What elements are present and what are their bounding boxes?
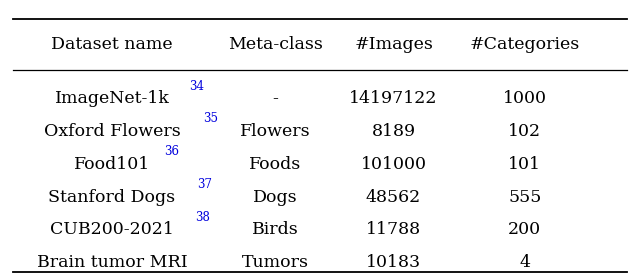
Text: #Categories: #Categories: [470, 36, 580, 53]
Text: Foods: Foods: [249, 156, 301, 173]
Text: 36: 36: [164, 145, 179, 158]
Text: 48562: 48562: [366, 188, 421, 206]
Text: 200: 200: [508, 221, 541, 239]
Text: 37: 37: [197, 178, 212, 191]
Text: Oxford Flowers: Oxford Flowers: [44, 123, 180, 140]
Text: Dataset name: Dataset name: [51, 36, 173, 53]
Text: 14197122: 14197122: [349, 90, 438, 107]
Text: Dogs: Dogs: [253, 188, 298, 206]
Text: Stanford Dogs: Stanford Dogs: [49, 188, 175, 206]
Text: 555: 555: [508, 188, 541, 206]
Text: 35: 35: [204, 113, 218, 125]
Text: Tumors: Tumors: [242, 254, 308, 271]
Text: 101: 101: [508, 156, 541, 173]
Text: Birds: Birds: [252, 221, 299, 239]
Text: 38: 38: [195, 211, 210, 224]
Text: 10183: 10183: [366, 254, 421, 271]
Text: Flowers: Flowers: [240, 123, 310, 140]
Text: 11788: 11788: [366, 221, 421, 239]
Text: 101000: 101000: [360, 156, 427, 173]
Text: ImageNet-1k: ImageNet-1k: [54, 90, 170, 107]
Text: 8189: 8189: [372, 123, 415, 140]
Text: Meta-class: Meta-class: [228, 36, 323, 53]
Text: CUB200-2021: CUB200-2021: [50, 221, 174, 239]
Text: Food101: Food101: [74, 156, 150, 173]
Text: 34: 34: [189, 80, 204, 93]
Text: Brain tumor MRI: Brain tumor MRI: [36, 254, 188, 271]
Text: -: -: [272, 90, 278, 107]
Text: 4: 4: [519, 254, 531, 271]
Text: #Images: #Images: [354, 36, 433, 53]
Text: 1000: 1000: [503, 90, 547, 107]
Text: 102: 102: [508, 123, 541, 140]
